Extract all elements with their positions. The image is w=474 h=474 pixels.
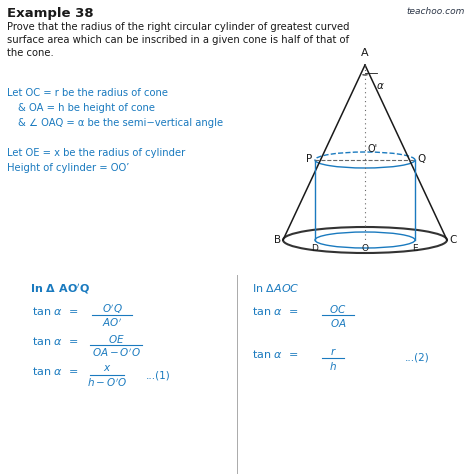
Text: ...(2): ...(2) [405, 353, 430, 363]
Text: $h - O'O$: $h - O'O$ [87, 377, 127, 390]
Text: Height of cylinder = OO’: Height of cylinder = OO’ [7, 163, 129, 173]
Text: $OE$: $OE$ [108, 333, 124, 345]
Text: Example 38: Example 38 [7, 7, 94, 20]
Text: $\alpha$: $\alpha$ [376, 81, 385, 91]
Text: E: E [412, 244, 418, 253]
Text: Q: Q [417, 154, 425, 164]
Text: A: A [361, 48, 369, 58]
Text: C: C [449, 235, 456, 245]
Text: tan $\alpha$  =: tan $\alpha$ = [32, 305, 78, 317]
Text: $OA - O'O$: $OA - O'O$ [91, 347, 140, 359]
Text: $AO'$: $AO'$ [102, 317, 122, 329]
Text: teachoo.com: teachoo.com [407, 7, 465, 16]
Text: $OA$: $OA$ [330, 317, 346, 329]
Text: tan $\alpha$  =: tan $\alpha$ = [252, 348, 298, 360]
Text: Let OC = r be the radius of cone: Let OC = r be the radius of cone [7, 88, 168, 98]
Text: O: O [362, 244, 368, 253]
Text: $r$: $r$ [329, 346, 337, 357]
Text: $OC$: $OC$ [329, 303, 346, 315]
Text: D: D [311, 244, 319, 253]
Text: Prove that the radius of the right circular cylinder of greatest curved: Prove that the radius of the right circu… [7, 22, 349, 32]
Text: P: P [306, 154, 312, 164]
Text: In $\Delta AOC$: In $\Delta AOC$ [252, 282, 300, 294]
Text: tan $\alpha$  =: tan $\alpha$ = [32, 335, 78, 347]
Text: & OA = h be height of cone: & OA = h be height of cone [18, 103, 155, 113]
Text: B: B [274, 235, 281, 245]
Text: $x$: $x$ [103, 363, 111, 373]
Text: the cone.: the cone. [7, 48, 54, 58]
Text: Let OE = x be the radius of cylinder: Let OE = x be the radius of cylinder [7, 148, 185, 158]
Text: & ∠ OAQ = α be the semi−vertical angle: & ∠ OAQ = α be the semi−vertical angle [18, 118, 223, 128]
Text: tan $\alpha$  =: tan $\alpha$ = [252, 305, 298, 317]
Text: $O'Q$: $O'Q$ [101, 303, 122, 317]
Text: In $\mathbf{\Delta}$ $\mathbf{AO'Q}$: In $\mathbf{\Delta}$ $\mathbf{AO'Q}$ [30, 282, 90, 296]
Text: tan $\alpha$  =: tan $\alpha$ = [32, 365, 78, 377]
Text: surface area which can be inscribed in a given cone is half of that of: surface area which can be inscribed in a… [7, 35, 349, 45]
Text: ...(1): ...(1) [146, 370, 171, 380]
Text: $h$: $h$ [329, 360, 337, 372]
Text: O': O' [368, 144, 378, 154]
